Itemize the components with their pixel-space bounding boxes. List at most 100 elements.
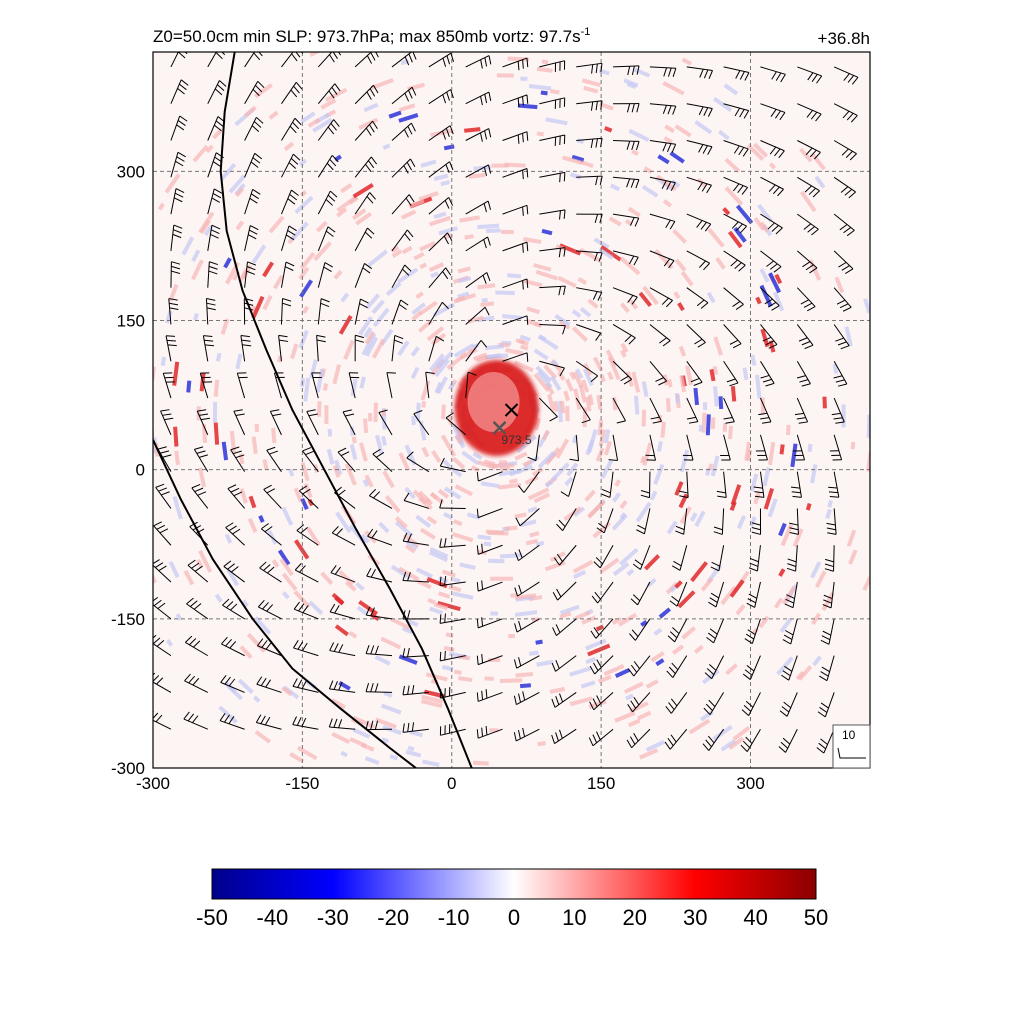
barb-feather [782,737,791,745]
barb-feather [250,193,260,200]
barb-feather [798,421,808,424]
barb-feather [705,739,712,748]
barb-feather [678,490,688,494]
barb-feather [211,224,221,230]
barb-feather [175,160,184,167]
wind-barb [329,650,356,657]
vorticity-streak [773,597,784,609]
barb-feather [402,723,405,733]
wind-barb [440,728,466,736]
barb-feather [697,342,706,348]
barb-feather [594,214,599,224]
wind-barb [354,227,368,252]
vorticity-streak [425,498,434,506]
wind-barb [519,508,540,527]
wind-barb [502,57,528,68]
barb-feather [340,451,350,457]
barb-feather [279,339,289,342]
barb-feather [820,738,828,745]
vorticity-streak [502,313,522,320]
barb-feather [160,491,170,496]
barb-feather [244,297,254,302]
barb-feather [195,528,205,534]
barb-feather [731,221,739,229]
wind-barb [833,324,850,346]
wind-barb [317,262,326,288]
vorticity-streak [587,298,599,309]
barb-feather [484,94,488,104]
vorticity-streak [693,644,704,654]
vorticity-streak [380,703,402,715]
vorticity-streak [375,717,397,729]
vorticity-streak [400,209,417,220]
barb-feather [816,75,823,84]
barb-feather [789,527,799,531]
barb-feather [269,450,279,455]
vorticity-streak [585,439,595,456]
vorticity-streak [498,482,522,490]
vorticity-streak [349,426,355,436]
vorticity-streak [718,396,724,410]
barb-feather [327,194,336,202]
barb-feather [739,109,745,118]
barb-feather [807,226,815,233]
barb-feather [187,559,196,566]
barb-feather [225,522,234,528]
vorticity-streak [464,234,474,240]
wind-barb [760,361,775,384]
barb-feather [665,300,673,308]
vorticity-streak [536,370,553,389]
wind-barb [445,417,467,436]
barb-feather [745,736,753,744]
wind-barb [256,722,282,730]
wind-barb [477,691,503,702]
wind-barb [391,299,402,325]
barb-feather [552,627,557,636]
barb-feather [253,121,262,128]
wind-barb [539,397,558,418]
vorticity-streak [520,344,529,351]
vorticity-streak [390,564,412,580]
wind-barb [207,261,210,288]
barb-feather [667,105,672,115]
barb-feather [696,220,703,228]
barb-feather [559,693,564,703]
vorticity-streak [604,126,613,133]
barb-feather [786,567,796,572]
wind-barb [792,581,798,608]
barb-feather [820,639,830,645]
barb-feather [166,335,176,337]
barb-feather [203,335,213,337]
wind-barb [502,352,528,362]
barb-feather [655,377,664,382]
barb-feather [784,603,794,609]
vorticity-streak [499,678,523,684]
vorticity-streak [221,441,229,461]
vorticity-streak [168,561,180,579]
barb-feather [316,334,326,338]
barb-feather [193,640,201,648]
barb-feather [445,128,450,137]
wind-barb [523,471,540,493]
barb-feather [848,191,856,199]
wind-barb [478,507,503,519]
barb-feather [376,451,385,458]
barb-feather [786,594,795,599]
barb-feather [628,337,636,345]
barb-feather [663,258,671,267]
wind-barb [713,618,725,644]
barb-feather [199,454,208,458]
vorticity-streak [688,718,711,735]
vorticity-streak [834,276,845,294]
wind-barb [516,618,540,633]
wind-barb [612,287,638,298]
wind-barb [539,285,566,289]
vorticity-streak [814,175,826,189]
vorticity-streak [533,492,551,504]
wind-barb [465,164,489,178]
vorticity-streak [390,617,411,630]
barb-feather [171,265,181,270]
barb-feather [517,98,520,108]
vorticity-streak [893,314,900,326]
barb-feather [206,298,216,301]
